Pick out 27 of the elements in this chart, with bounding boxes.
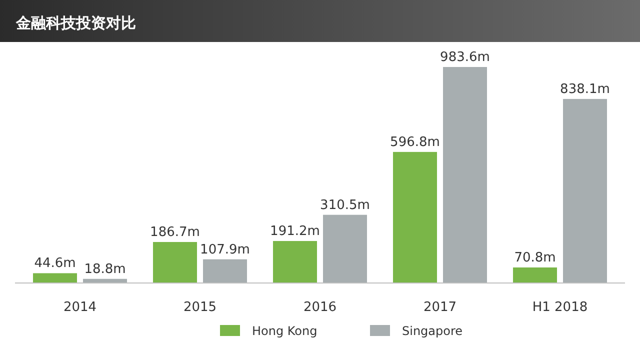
- data-label: 310.5m: [320, 198, 370, 213]
- x-tick-label: 2016: [303, 300, 337, 315]
- bar: [443, 67, 487, 283]
- bar: [273, 241, 317, 283]
- data-label: 191.2m: [270, 224, 320, 240]
- bar: [323, 214, 367, 283]
- chart-title: 金融科技投资对比: [15, 14, 136, 32]
- bar: [33, 273, 77, 283]
- legend-label: Hong Kong: [252, 324, 318, 338]
- data-label: 70.8m: [514, 250, 556, 266]
- data-label: 18.8m: [84, 262, 126, 277]
- x-tick-label: H1 2018: [532, 300, 588, 315]
- legend-label: Singapore: [402, 324, 463, 338]
- data-label: 107.9m: [200, 242, 250, 258]
- x-tick-label: 2017: [423, 300, 457, 315]
- data-label: 596.8m: [390, 134, 440, 150]
- x-tick-label: 2014: [63, 300, 97, 315]
- bar: [153, 242, 197, 283]
- bar: [203, 259, 247, 283]
- bar: [563, 98, 607, 283]
- bar: [393, 152, 437, 283]
- data-label: 983.6m: [440, 50, 490, 65]
- data-label: 186.7m: [150, 225, 200, 240]
- bar: [513, 267, 557, 283]
- data-label: 838.1m: [560, 82, 610, 97]
- data-label: 44.6m: [34, 256, 76, 272]
- x-tick-label: 2015: [183, 300, 217, 315]
